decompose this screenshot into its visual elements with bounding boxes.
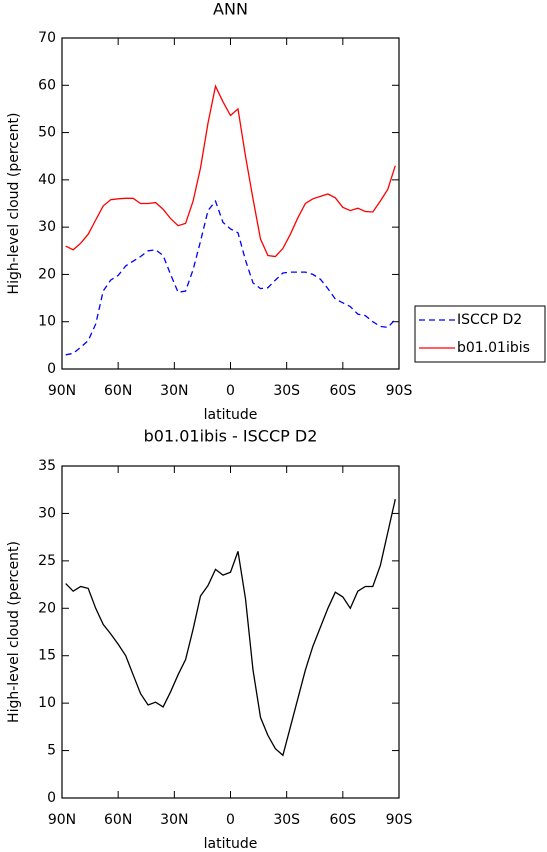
x-tick-label: 0	[226, 383, 235, 399]
x-tick-label: 30N	[160, 812, 188, 828]
x-tick-label: 60S	[329, 383, 356, 399]
chart-title: b01.01ibis - ISCCP D2	[144, 427, 318, 446]
x-tick-label: 90S	[386, 383, 413, 399]
y-tick-label: 40	[38, 172, 56, 188]
y-tick-label: 5	[47, 743, 56, 759]
x-tick-label: 90N	[48, 812, 76, 828]
x-tick-label: 60N	[104, 383, 132, 399]
y-tick-label: 10	[38, 695, 56, 711]
legend-label: b01.01ibis	[457, 340, 530, 356]
x-axis-label: latitude	[204, 836, 258, 852]
chart-title: ANN	[213, 0, 248, 19]
y-tick-label: 50	[38, 125, 56, 141]
y-tick-label: 20	[38, 266, 56, 282]
y-tick-label: 0	[47, 790, 56, 806]
y-tick-label: 30	[38, 505, 56, 521]
y-tick-label: 0	[47, 361, 56, 377]
y-axis-label: High-level cloud (percent)	[6, 541, 22, 723]
y-tick-label: 10	[38, 314, 56, 330]
y-tick-label: 25	[38, 553, 56, 569]
x-axis-label: latitude	[204, 407, 258, 423]
x-tick-label: 90S	[386, 812, 413, 828]
x-tick-label: 30S	[273, 383, 300, 399]
plot-frame	[61, 37, 400, 370]
y-axis-label: High-level cloud (percent)	[6, 113, 22, 295]
y-tick-label: 20	[38, 600, 56, 616]
y-tick-label: 35	[38, 458, 56, 474]
y-tick-label: 60	[38, 77, 56, 93]
x-tick-label: 90N	[48, 383, 76, 399]
series-line	[65, 84, 396, 258]
x-tick-label: 0	[226, 812, 235, 828]
y-tick-label: 30	[38, 219, 56, 235]
series-line	[65, 499, 396, 757]
y-tick-label: 70	[38, 30, 56, 46]
plot-frame	[61, 465, 400, 799]
x-tick-label: 30N	[160, 383, 188, 399]
legend-label: ISCCP D2	[457, 312, 522, 328]
x-tick-label: 60S	[329, 812, 356, 828]
series-line	[65, 199, 396, 356]
y-tick-label: 15	[38, 648, 56, 664]
legend-box	[414, 305, 546, 363]
x-tick-label: 60N	[104, 812, 132, 828]
x-tick-label: 30S	[273, 812, 300, 828]
